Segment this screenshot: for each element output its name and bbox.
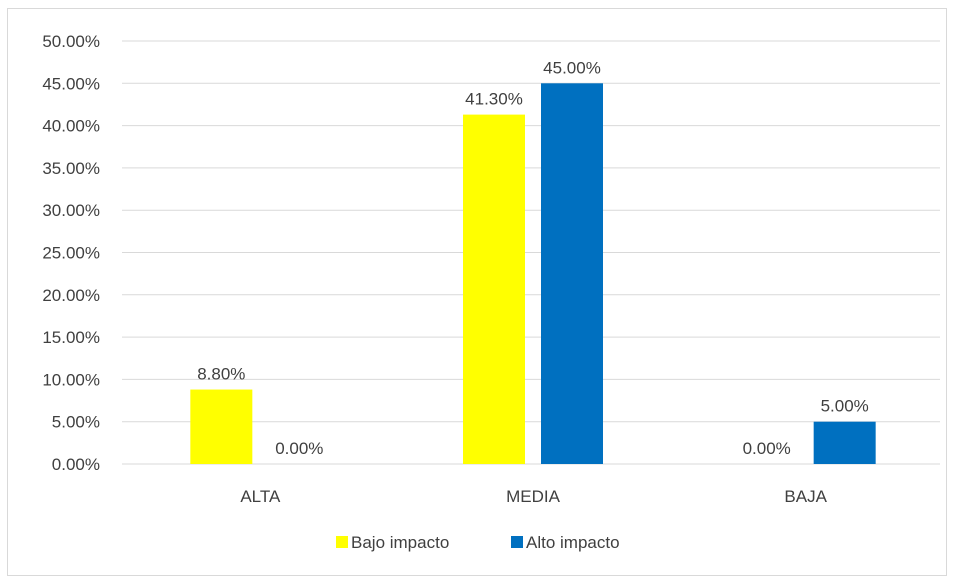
bar-alto-impacto-media — [541, 83, 603, 465]
legend-swatch — [511, 536, 523, 548]
bar-bajo-impacto-alta — [190, 389, 253, 464]
x-tick-label: MEDIA — [506, 487, 561, 506]
legend: Bajo impacto Alto impacto — [336, 533, 620, 552]
data-label: 5.00% — [821, 397, 869, 416]
y-tick-label: 0.00% — [52, 455, 100, 474]
x-tick-label: BAJA — [784, 487, 827, 506]
bar-alto-impacto-baja — [813, 421, 876, 464]
bar-bajo-impacto-media — [463, 114, 525, 465]
data-label: 8.80% — [197, 365, 245, 384]
data-label: 0.00% — [743, 439, 791, 458]
y-tick-label: 5.00% — [52, 413, 100, 432]
x-tick-label: ALTA — [240, 487, 281, 506]
data-label: 0.00% — [275, 439, 323, 458]
y-tick-label: 15.00% — [42, 328, 100, 347]
bars — [190, 83, 876, 465]
legend-label: Bajo impacto — [351, 533, 449, 552]
y-tick-label: 35.00% — [42, 159, 100, 178]
y-tick-label: 30.00% — [42, 201, 100, 220]
x-axis: ALTA MEDIA BAJA — [240, 487, 827, 506]
legend-label: Alto impacto — [526, 533, 620, 552]
data-label: 45.00% — [543, 58, 601, 77]
data-labels: 8.80% 0.00% 41.30% 45.00% 0.00% 5.00% — [197, 58, 869, 458]
y-tick-label: 40.00% — [42, 117, 100, 136]
y-tick-label: 20.00% — [42, 286, 100, 305]
y-axis: 0.00% 5.00% 10.00% 15.00% 20.00% 25.00% 30.00%… — [42, 32, 100, 474]
y-tick-label: 45.00% — [42, 74, 100, 93]
y-tick-label: 10.00% — [42, 370, 100, 389]
gridlines — [122, 40, 940, 465]
y-tick-label: 50.00% — [42, 32, 100, 51]
legend-swatch — [336, 536, 348, 548]
y-tick-label: 25.00% — [42, 244, 100, 263]
data-label: 41.30% — [465, 90, 523, 109]
